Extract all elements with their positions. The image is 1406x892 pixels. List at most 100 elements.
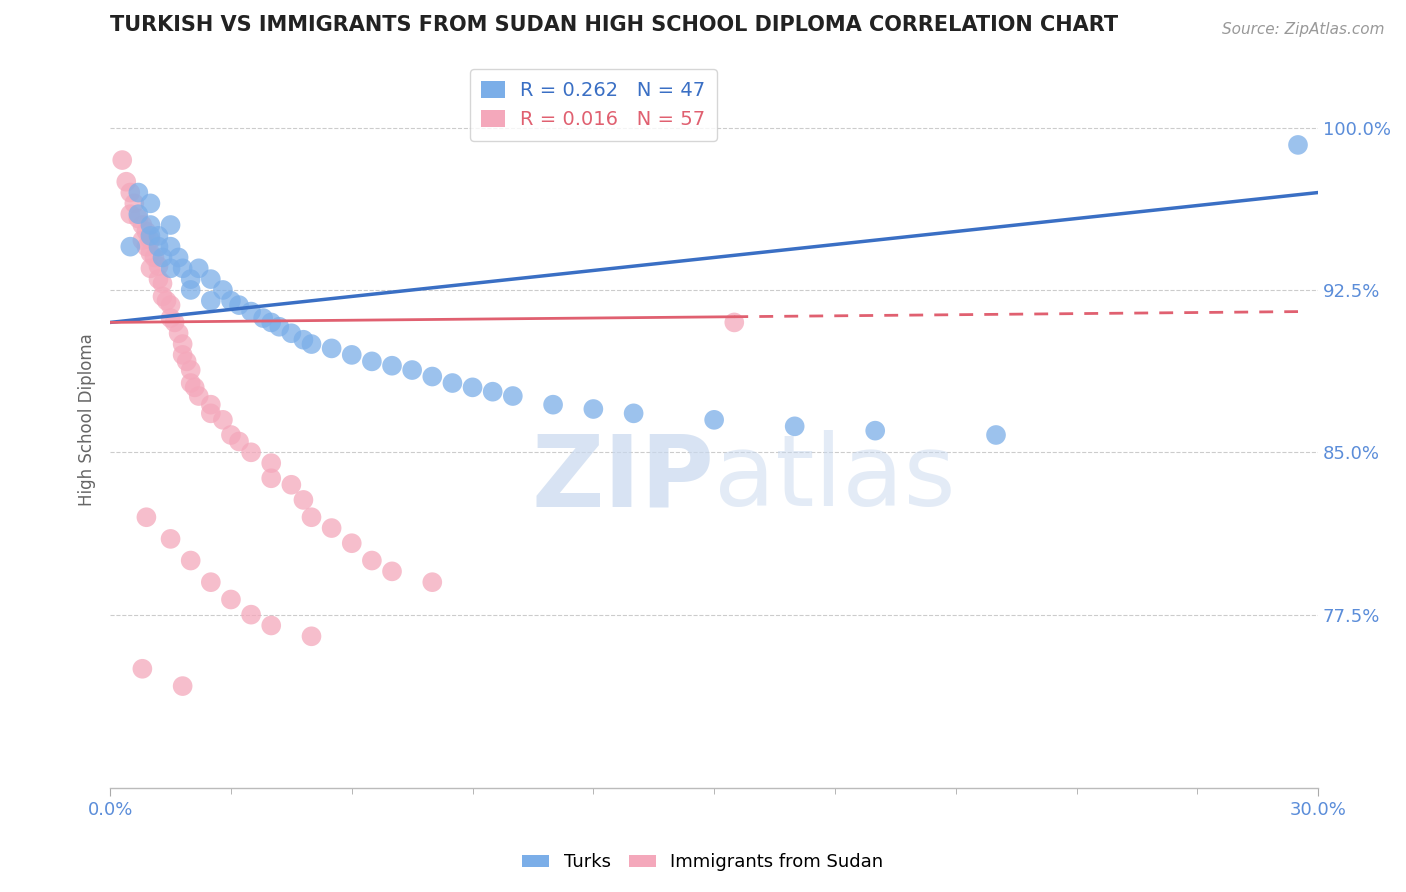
Point: [127, 211, 149, 226]
Point: [703, 413, 725, 427]
Point: [172, 679, 194, 693]
Point: [420, 369, 443, 384]
Point: [115, 175, 138, 189]
Point: [723, 315, 745, 329]
Point: [280, 477, 302, 491]
Point: [301, 337, 323, 351]
Y-axis label: High School Diploma: High School Diploma: [79, 334, 96, 506]
Point: [240, 304, 263, 318]
Point: [219, 592, 242, 607]
Point: [159, 218, 181, 232]
Point: [159, 311, 181, 326]
Point: [159, 298, 181, 312]
Point: [131, 218, 153, 232]
Point: [280, 326, 302, 341]
Point: [180, 553, 202, 567]
Point: [361, 354, 384, 368]
Point: [172, 348, 194, 362]
Point: [240, 607, 263, 622]
Point: [187, 389, 209, 403]
Point: [260, 471, 283, 485]
Point: [111, 153, 134, 167]
Point: [321, 521, 343, 535]
Point: [200, 272, 222, 286]
Point: [212, 413, 235, 427]
Point: [159, 261, 181, 276]
Point: [381, 565, 404, 579]
Point: [984, 428, 1007, 442]
Point: [139, 228, 162, 243]
Point: [321, 342, 343, 356]
Point: [260, 618, 283, 632]
Point: [148, 259, 170, 273]
Point: [200, 575, 222, 590]
Point: [159, 532, 181, 546]
Text: Source: ZipAtlas.com: Source: ZipAtlas.com: [1222, 22, 1385, 37]
Point: [420, 575, 443, 590]
Point: [148, 228, 170, 243]
Point: [260, 315, 283, 329]
Point: [135, 225, 157, 239]
Point: [124, 196, 146, 211]
Point: [176, 354, 198, 368]
Point: [180, 376, 202, 390]
Point: [139, 246, 162, 260]
Point: [212, 283, 235, 297]
Legend: Turks, Immigrants from Sudan: Turks, Immigrants from Sudan: [515, 847, 891, 879]
Point: [240, 445, 263, 459]
Point: [582, 402, 605, 417]
Point: [441, 376, 464, 390]
Point: [127, 207, 149, 221]
Point: [152, 277, 174, 291]
Point: [1286, 137, 1309, 152]
Point: [180, 272, 202, 286]
Point: [200, 293, 222, 308]
Point: [155, 293, 177, 308]
Point: [481, 384, 503, 399]
Point: [120, 207, 142, 221]
Point: [135, 240, 157, 254]
Point: [139, 261, 162, 276]
Point: [167, 326, 190, 341]
Point: [180, 283, 202, 297]
Point: [623, 406, 645, 420]
Text: TURKISH VS IMMIGRANTS FROM SUDAN HIGH SCHOOL DIPLOMA CORRELATION CHART: TURKISH VS IMMIGRANTS FROM SUDAN HIGH SC…: [110, 15, 1118, 35]
Point: [139, 233, 162, 247]
Point: [340, 348, 363, 362]
Point: [292, 492, 315, 507]
Point: [863, 424, 886, 438]
Point: [180, 363, 202, 377]
Text: ZIP: ZIP: [531, 430, 714, 527]
Point: [135, 510, 157, 524]
Point: [401, 363, 423, 377]
Legend: R = 0.262   N = 47, R = 0.016   N = 57: R = 0.262 N = 47, R = 0.016 N = 57: [470, 69, 717, 141]
Point: [381, 359, 404, 373]
Point: [541, 398, 564, 412]
Point: [340, 536, 363, 550]
Point: [301, 629, 323, 643]
Point: [292, 333, 315, 347]
Point: [361, 553, 384, 567]
Point: [172, 261, 194, 276]
Point: [152, 251, 174, 265]
Point: [163, 315, 186, 329]
Point: [120, 240, 142, 254]
Point: [131, 233, 153, 247]
Point: [139, 218, 162, 232]
Point: [143, 251, 166, 265]
Point: [252, 311, 274, 326]
Point: [159, 240, 181, 254]
Point: [783, 419, 806, 434]
Point: [228, 434, 250, 449]
Point: [120, 186, 142, 200]
Point: [183, 380, 205, 394]
Point: [461, 380, 484, 394]
Point: [131, 662, 153, 676]
Point: [269, 319, 291, 334]
Point: [148, 272, 170, 286]
Point: [260, 456, 283, 470]
Point: [200, 406, 222, 420]
Point: [167, 251, 190, 265]
Point: [200, 398, 222, 412]
Point: [219, 293, 242, 308]
